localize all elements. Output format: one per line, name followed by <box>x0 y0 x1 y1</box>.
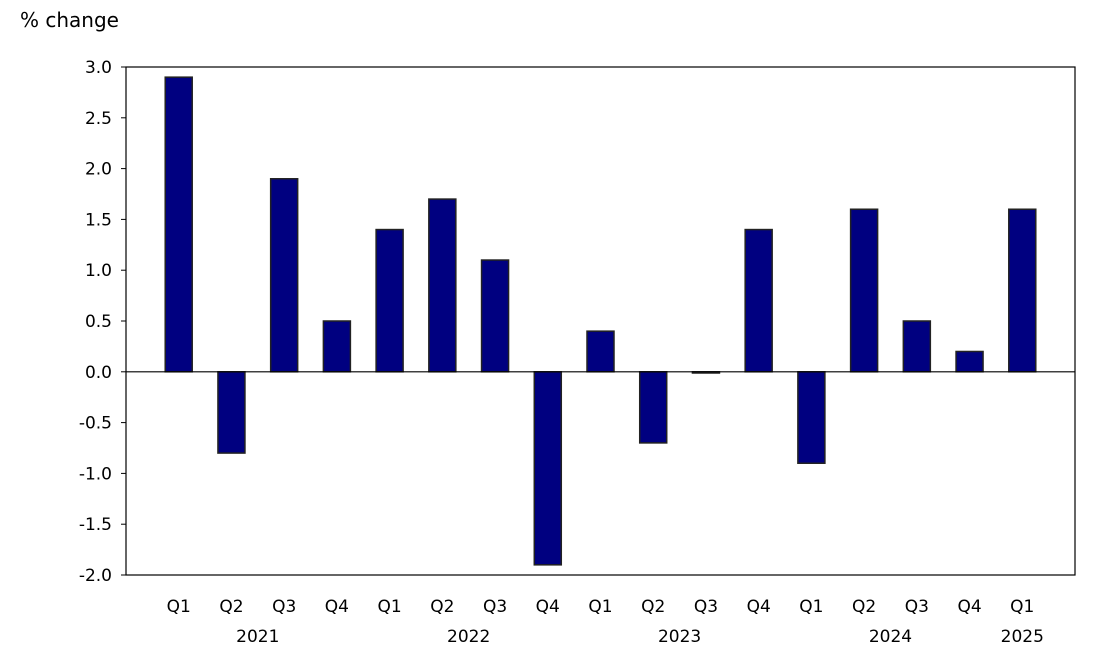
y-tick-label: 1.0 <box>85 261 112 281</box>
x-tick-label: Q1 <box>588 597 612 617</box>
x-tick-label: Q4 <box>325 597 349 617</box>
bar <box>797 371 826 464</box>
x-tick-label: Q4 <box>957 597 981 617</box>
x-tick-label: Q2 <box>219 597 243 617</box>
x-tick-label: Q3 <box>483 597 507 617</box>
x-tick-label: Q2 <box>430 597 454 617</box>
y-tick-label: -1.0 <box>79 464 112 484</box>
bar <box>428 198 457 373</box>
bar <box>586 330 615 373</box>
x-group-label: 2025 <box>1001 627 1044 647</box>
y-tick-label: 2.0 <box>85 160 112 180</box>
x-tick-label: Q1 <box>799 597 823 617</box>
y-tick-label: 0.5 <box>85 312 112 332</box>
y-tick-label: 2.5 <box>85 109 112 129</box>
bar <box>849 208 879 373</box>
y-tick-label: -2.0 <box>79 566 112 586</box>
y-tick-label: -0.5 <box>79 414 112 434</box>
x-group-label: 2024 <box>869 627 912 647</box>
x-group-label: 2023 <box>658 627 701 647</box>
y-tick-label: 1.5 <box>85 210 112 230</box>
x-group-label: 2022 <box>447 627 490 647</box>
bar <box>480 259 510 373</box>
bar <box>269 178 299 373</box>
bar <box>955 350 984 373</box>
x-tick-label: Q4 <box>747 597 771 617</box>
x-tick-label: Q3 <box>905 597 929 617</box>
x-group-label: 2021 <box>236 627 279 647</box>
bar <box>322 320 352 373</box>
y-tick-label: 3.0 <box>85 58 112 78</box>
x-tick-label: Q1 <box>1010 597 1034 617</box>
y-tick-label: 0.0 <box>85 363 112 383</box>
x-tick-label: Q3 <box>272 597 296 617</box>
bar <box>217 371 246 454</box>
x-tick-label: Q3 <box>694 597 718 617</box>
bar <box>744 228 773 373</box>
bar <box>638 371 668 444</box>
y-tick-label: -1.5 <box>79 515 112 535</box>
y-axis-label: % change <box>20 8 119 32</box>
x-tick-label: Q4 <box>536 597 560 617</box>
bar <box>1008 208 1037 373</box>
x-tick-label: Q2 <box>641 597 665 617</box>
bar <box>533 371 563 566</box>
bar <box>375 228 404 373</box>
bar <box>902 320 932 373</box>
bar <box>164 76 193 373</box>
x-tick-label: Q1 <box>167 597 191 617</box>
x-tick-label: Q1 <box>378 597 402 617</box>
x-tick-label: Q2 <box>852 597 876 617</box>
plot-frame <box>125 66 1076 576</box>
